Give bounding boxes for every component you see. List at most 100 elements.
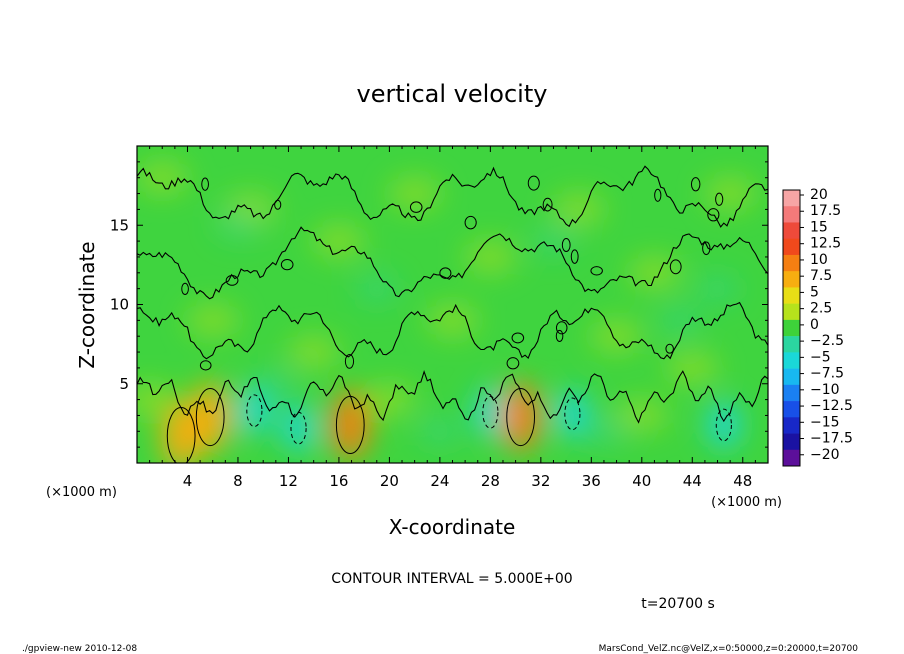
x-tick-label: 36 — [582, 472, 601, 490]
colorbar-cell — [783, 287, 800, 304]
field-patch — [186, 304, 239, 337]
colorbar-label: −20 — [810, 447, 840, 463]
contour-loop — [225, 275, 239, 286]
field-layer — [137, 161, 757, 463]
field-core — [190, 382, 231, 452]
contour-loop — [669, 259, 682, 275]
contour-loop — [506, 357, 520, 370]
colorbar-cell — [783, 254, 800, 272]
contour-loop — [570, 249, 579, 264]
updraft-contour — [506, 388, 536, 447]
colorbar-cell — [783, 206, 800, 223]
colorbar-label: 10 — [810, 252, 828, 268]
contour-interval-text: CONTOUR INTERVAL = 5.000E+00 — [331, 571, 572, 587]
y-tick-label: 5 — [119, 375, 129, 393]
field-patch — [704, 177, 757, 210]
contour-loop — [555, 329, 564, 343]
field-patch — [388, 177, 441, 210]
contour-loop — [707, 208, 720, 222]
field-patch — [695, 274, 740, 303]
x-tick-label: 24 — [430, 472, 449, 490]
x-unit-label: (×1000 m) — [711, 495, 782, 510]
contour-loop — [542, 197, 553, 212]
x-tick-label: 32 — [531, 472, 550, 490]
x-tick-label: 12 — [279, 472, 298, 490]
contour-loop — [715, 192, 724, 206]
colorbar-cell — [783, 336, 800, 353]
y-unit-label: (×1000 m) — [46, 485, 117, 500]
downdraft-contour — [290, 411, 307, 445]
field-core — [237, 386, 271, 435]
y-axis-title: Z-coordinate — [75, 241, 99, 368]
colorbar-label: 2.5 — [810, 301, 832, 317]
contour-loop — [555, 321, 568, 335]
field-patch — [657, 306, 702, 335]
colorbar-cell — [783, 401, 800, 418]
field-patch — [312, 225, 365, 258]
field-patch — [581, 417, 626, 446]
field-patch — [531, 227, 576, 256]
contour-loop — [201, 177, 209, 191]
colorbar-cell — [783, 303, 800, 321]
contour-loop — [181, 282, 189, 296]
field-patch — [426, 304, 479, 337]
y-tick-label: 10 — [110, 296, 129, 314]
plot-area — [136, 145, 769, 464]
x-tick-label: 48 — [733, 472, 752, 490]
x-axis: 4 8 12 16 20 24 28 32 36 40 44 48 — [149, 146, 756, 490]
time-text: t=20700 s — [641, 596, 715, 612]
colorbar-label: −15 — [810, 414, 840, 430]
colorbar-cell — [783, 368, 800, 386]
contour-loop — [590, 266, 603, 276]
field-patch — [363, 383, 416, 416]
colorbar-label: −17.5 — [810, 431, 853, 447]
colorbar-cell — [783, 449, 800, 467]
footer-left: ./gpview-new 2010-12-08 — [22, 644, 137, 654]
colorbar-cell — [783, 190, 800, 207]
updraft-contour — [335, 395, 365, 454]
field-patch — [590, 320, 643, 353]
x-tick-label: 40 — [632, 472, 651, 490]
contour-loop — [439, 267, 452, 279]
colorbar-label: −10 — [810, 382, 840, 398]
field-patch — [287, 336, 340, 369]
field-core — [555, 390, 589, 438]
field-core — [282, 404, 315, 452]
colorbar-label: −12.5 — [810, 398, 853, 414]
contour-loop — [665, 343, 674, 354]
colorbar-cell — [783, 384, 800, 402]
contour-loop — [344, 353, 355, 369]
field-core — [707, 401, 741, 449]
field-patch — [552, 193, 605, 226]
updraft-contour — [195, 388, 225, 447]
contour-loop — [561, 238, 571, 253]
contour-loop — [409, 201, 423, 213]
contour-loop — [274, 199, 282, 210]
contour-loop — [527, 175, 540, 191]
colorbar-cell — [783, 433, 800, 451]
footer-right: MarsCond_VelZ.nc@VelZ,x=0:50000,z=0:2000… — [599, 644, 859, 654]
y-axis: 5 10 15 — [110, 161, 768, 448]
colorbar-label: 5 — [810, 284, 819, 300]
contour-loop — [654, 188, 662, 202]
x-tick-label: 4 — [183, 472, 193, 490]
updraft-contour — [166, 407, 196, 463]
x-tick-label: 28 — [481, 472, 500, 490]
colorbar-cell — [783, 222, 800, 240]
colorbar-label: 7.5 — [810, 268, 832, 284]
contour-line — [137, 226, 768, 300]
colorbar-label: −2.5 — [810, 333, 844, 349]
field-patch — [666, 351, 719, 384]
contour-loop — [199, 360, 212, 371]
field-patch — [417, 417, 462, 446]
contour-line — [137, 165, 768, 228]
colorbar: 2017.51512.5107.552.50−2.5−5−7.5−10−12.5… — [782, 187, 853, 467]
colorbar-label: −7.5 — [810, 366, 844, 382]
field-patch — [137, 161, 189, 194]
contour-layer — [137, 165, 768, 463]
downdraft-contour — [482, 395, 499, 429]
contour-line — [137, 369, 768, 424]
contour-loop — [464, 215, 477, 230]
contour-loop — [690, 177, 701, 192]
